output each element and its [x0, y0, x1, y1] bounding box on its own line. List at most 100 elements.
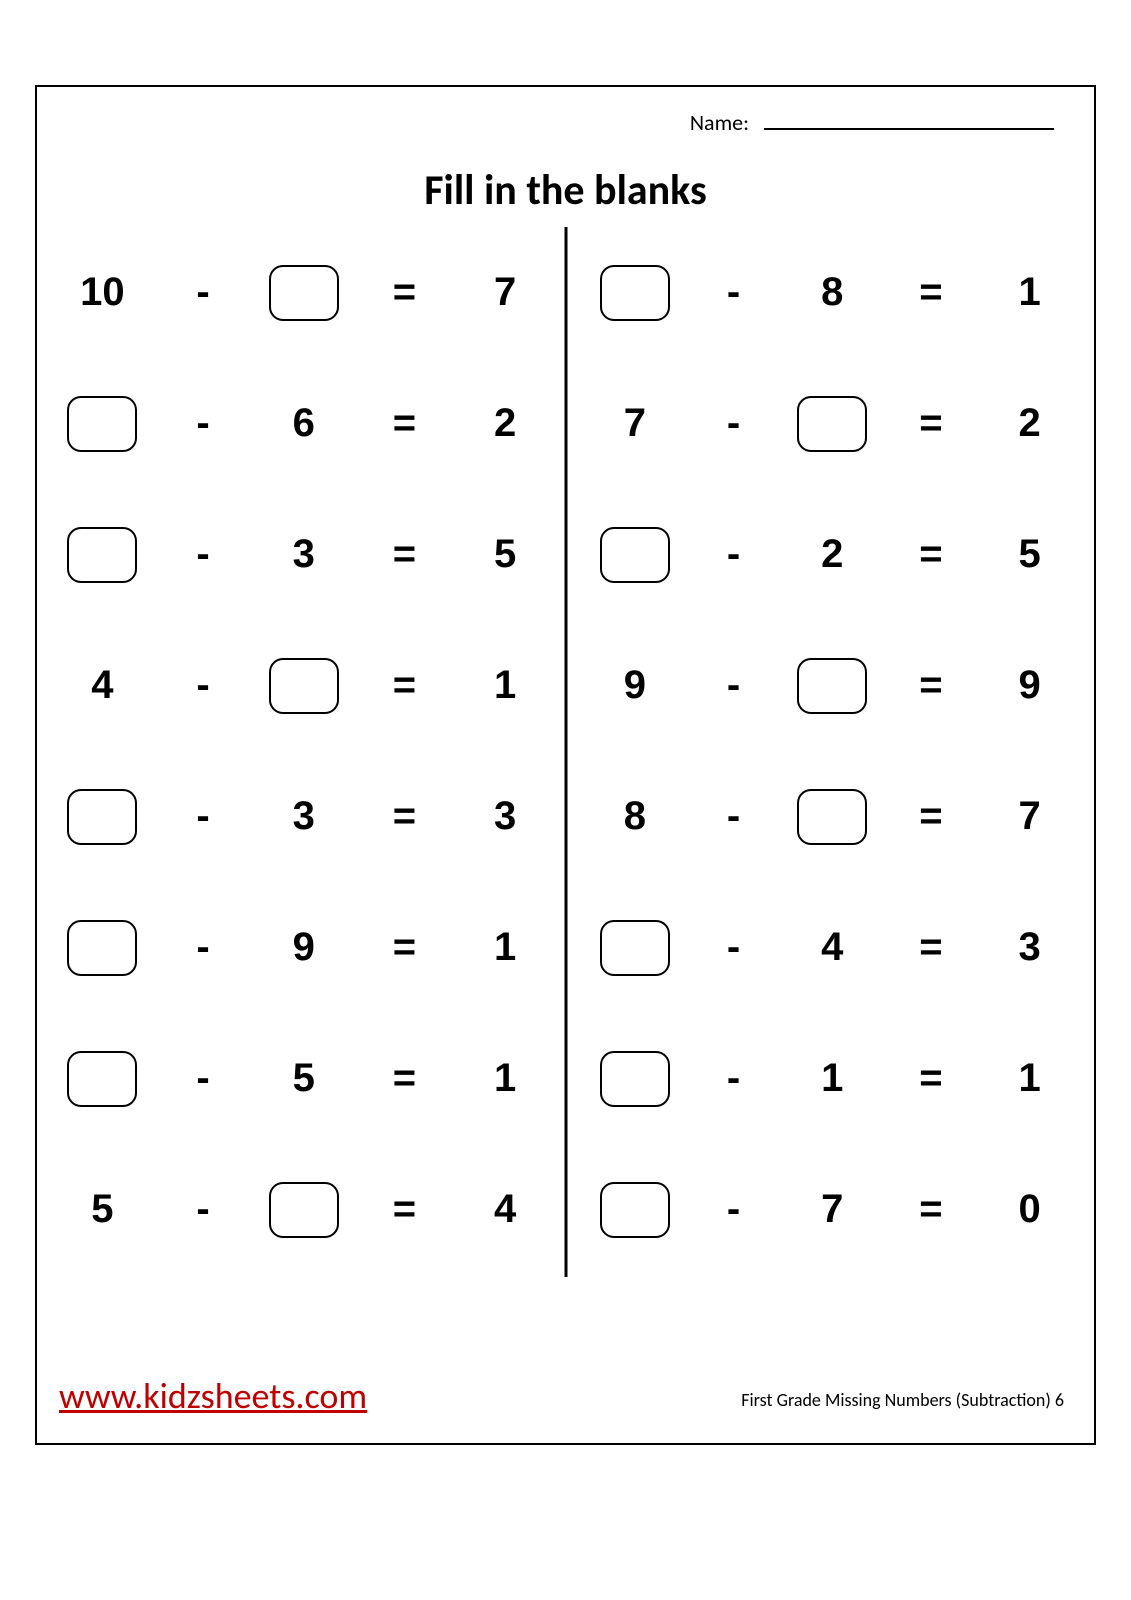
equation-row: 8-=7 [586, 751, 1080, 882]
equation-row: -7=0 [586, 1144, 1080, 1275]
minus-sign: - [153, 1056, 254, 1101]
worksheet-title: Fill in the blanks [37, 165, 1094, 216]
footer-link[interactable]: www.kidzsheets.com [59, 1374, 367, 1418]
operand-a: 7 [586, 401, 685, 446]
equation-row: -2=5 [586, 489, 1080, 620]
minus-sign: - [684, 663, 783, 708]
blank-box[interactable] [67, 527, 137, 583]
blank-box[interactable] [600, 1182, 670, 1238]
result: 2 [980, 401, 1079, 446]
name-input-line[interactable] [764, 110, 1054, 130]
minus-sign: - [684, 401, 783, 446]
equation-row: 5-=4 [52, 1144, 556, 1275]
blank-box[interactable] [600, 527, 670, 583]
result: 9 [980, 663, 1079, 708]
minus-sign: - [153, 925, 254, 970]
equation-row: 4-=1 [52, 620, 556, 751]
blank-box[interactable] [797, 658, 867, 714]
blank-box[interactable] [67, 396, 137, 452]
column-divider [564, 227, 567, 1277]
equals-sign: = [354, 663, 455, 708]
result: 1 [455, 663, 556, 708]
blank-box[interactable] [269, 265, 339, 321]
left-column: 10-=7-6=2-3=54-=1-3=3-9=1-5=15-=4 [37, 227, 566, 1277]
equation-row: -3=5 [52, 489, 556, 620]
equation-row: -8=1 [586, 227, 1080, 358]
operand-blank [52, 920, 153, 976]
equation-row: -1=1 [586, 1013, 1080, 1144]
operand-a: 4 [52, 663, 153, 708]
result: 0 [980, 1187, 1079, 1232]
operand-b: 3 [253, 794, 354, 839]
minus-sign: - [153, 1187, 254, 1232]
blank-box[interactable] [67, 1051, 137, 1107]
minus-sign: - [153, 794, 254, 839]
operand-b: 7 [783, 1187, 882, 1232]
operand-b: 2 [783, 532, 882, 577]
name-field: Name: [690, 109, 1054, 136]
operand-blank [586, 1051, 685, 1107]
equals-sign: = [354, 532, 455, 577]
equals-sign: = [882, 663, 981, 708]
minus-sign: - [684, 532, 783, 577]
operand-blank [52, 527, 153, 583]
operand-b: 8 [783, 270, 882, 315]
result: 5 [980, 532, 1079, 577]
operand-blank [783, 789, 882, 845]
result: 3 [980, 925, 1079, 970]
equals-sign: = [882, 401, 981, 446]
blank-box[interactable] [600, 265, 670, 321]
equation-row: -6=2 [52, 358, 556, 489]
operand-b: 5 [253, 1056, 354, 1101]
equation-row: -5=1 [52, 1013, 556, 1144]
minus-sign: - [153, 532, 254, 577]
blank-box[interactable] [67, 789, 137, 845]
operand-b: 9 [253, 925, 354, 970]
page: Name: Fill in the blanks 10-=7-6=2-3=54-… [0, 0, 1131, 1600]
equals-sign: = [354, 925, 455, 970]
footer-caption: First Grade Missing Numbers (Subtraction… [741, 1389, 1064, 1411]
operand-blank [783, 396, 882, 452]
equals-sign: = [882, 1056, 981, 1101]
equals-sign: = [354, 270, 455, 315]
operand-a: 9 [586, 663, 685, 708]
blank-box[interactable] [797, 789, 867, 845]
minus-sign: - [153, 270, 254, 315]
right-column: -8=17-=2-2=59-=98-=7-4=3-1=1-7=0 [566, 227, 1095, 1277]
result: 2 [455, 401, 556, 446]
result: 1 [455, 925, 556, 970]
blank-box[interactable] [67, 920, 137, 976]
equals-sign: = [882, 532, 981, 577]
worksheet-frame: Name: Fill in the blanks 10-=7-6=2-3=54-… [35, 85, 1096, 1445]
equation-row: -4=3 [586, 882, 1080, 1013]
result: 7 [980, 794, 1079, 839]
operand-b: 1 [783, 1056, 882, 1101]
equals-sign: = [882, 270, 981, 315]
operand-b: 6 [253, 401, 354, 446]
minus-sign: - [684, 794, 783, 839]
blank-box[interactable] [797, 396, 867, 452]
blank-box[interactable] [600, 920, 670, 976]
result: 4 [455, 1187, 556, 1232]
blank-box[interactable] [269, 658, 339, 714]
operand-blank [586, 265, 685, 321]
name-label: Name: [690, 109, 749, 136]
equation-row: 7- =2 [586, 358, 1080, 489]
blank-box[interactable] [269, 1182, 339, 1238]
result: 1 [980, 1056, 1079, 1101]
equals-sign: = [882, 925, 981, 970]
equations-container: 10-=7-6=2-3=54-=1-3=3-9=1-5=15-=4 -8=17-… [37, 227, 1094, 1277]
operand-blank [52, 396, 153, 452]
equals-sign: = [354, 1187, 455, 1232]
minus-sign: - [153, 401, 254, 446]
equation-row: 9-=9 [586, 620, 1080, 751]
operand-blank [52, 1051, 153, 1107]
operand-blank [52, 789, 153, 845]
blank-box[interactable] [600, 1051, 670, 1107]
operand-blank [586, 527, 685, 583]
equals-sign: = [354, 794, 455, 839]
result: 1 [980, 270, 1079, 315]
result: 7 [455, 270, 556, 315]
equation-row: -9=1 [52, 882, 556, 1013]
equals-sign: = [354, 1056, 455, 1101]
